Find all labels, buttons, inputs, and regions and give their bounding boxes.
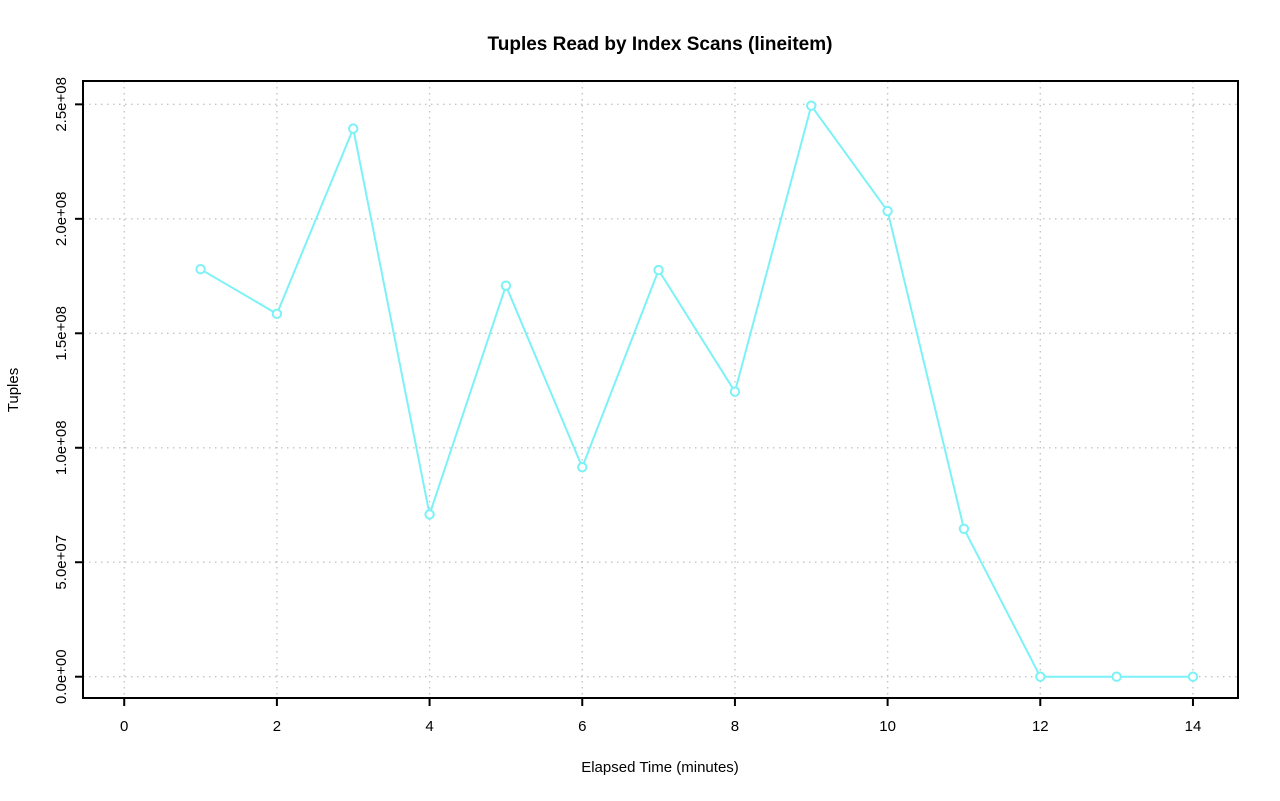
- data-point: [577, 462, 588, 473]
- data-point: [195, 263, 206, 275]
- plot-box: [82, 80, 1239, 699]
- y-tick-label: 2.5e+08: [53, 77, 70, 132]
- x-tick-label: 6: [578, 718, 586, 735]
- y-tick-label: 0.0e+00: [53, 649, 70, 704]
- chart-title: Tuples Read by Index Scans (lineitem): [488, 34, 833, 55]
- data-point: [729, 386, 741, 397]
- data-point: [348, 123, 359, 134]
- data-point: [882, 205, 893, 217]
- data-line: [200, 104, 1193, 678]
- data-point: [653, 264, 664, 276]
- data-point: [500, 280, 512, 291]
- data-series-layer: [195, 100, 1199, 682]
- y-tick-label: 2.0e+08: [53, 192, 70, 247]
- grid-layer: [83, 81, 1238, 698]
- x-tick-label: 14: [1185, 718, 1202, 735]
- x-tick-label: 0: [120, 718, 128, 735]
- x-tick-label: 2: [273, 718, 281, 735]
- y-axis-title: Tuples: [5, 368, 22, 412]
- data-point: [1187, 671, 1199, 682]
- data-point: [424, 509, 435, 520]
- x-tick-label: 4: [425, 718, 433, 735]
- data-point: [806, 100, 817, 111]
- data-point: [1035, 671, 1046, 682]
- axis-layer: 0 2 4 6 8 10 12 14 0.0e+00 5.0e+07 1.0e+08 1.5e+08 2…: [53, 77, 1239, 735]
- x-tick-label: 8: [731, 718, 739, 735]
- x-tick-label: 10: [879, 718, 896, 735]
- data-point: [958, 523, 970, 535]
- x-tick-label: 12: [1032, 718, 1049, 735]
- y-tick-label: 1.0e+08: [53, 420, 70, 475]
- data-point: [1111, 671, 1122, 682]
- data-point: [271, 308, 283, 320]
- x-axis-title: Elapsed Time (minutes): [581, 759, 739, 776]
- y-tick-label: 5.0e+07: [53, 535, 70, 590]
- y-tick-label: 1.5e+08: [53, 306, 70, 361]
